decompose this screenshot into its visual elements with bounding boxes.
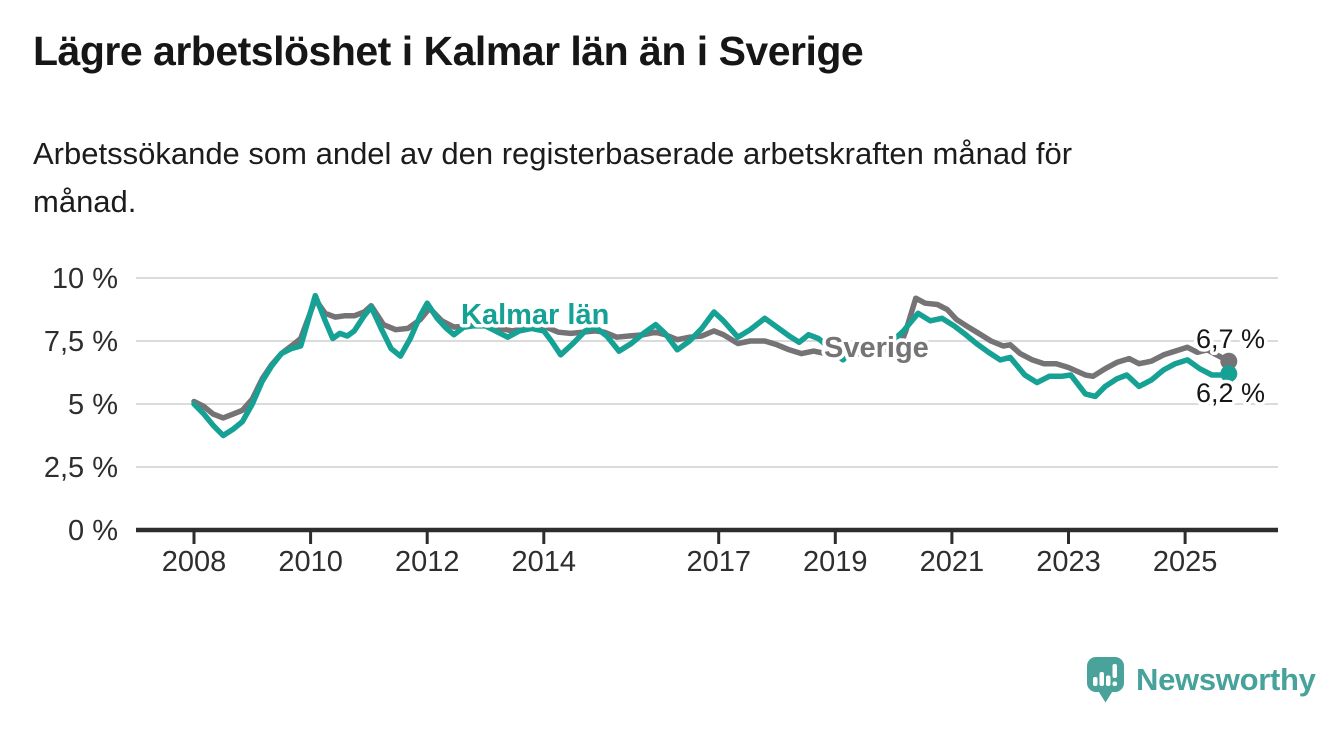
subtitle-line-2: månad. — [33, 184, 137, 219]
x-tick-label: 2019 — [803, 546, 868, 578]
series-end-dot-Sverige — [1220, 352, 1238, 370]
series-end-dot-Kalmar län — [1220, 365, 1238, 383]
x-tick-label: 2023 — [1036, 546, 1101, 578]
y-tick-label: 7,5 % — [44, 326, 118, 358]
series-end-value-Sverige: 6,7 % — [1196, 324, 1265, 354]
x-tick-label: 2017 — [686, 546, 751, 578]
page-title: Lägre arbetslöshet i Kalmar län än i Sve… — [33, 28, 864, 74]
brand-logo: Newsworthy — [1086, 656, 1316, 704]
y-tick-label: 10 % — [52, 263, 118, 295]
series-label-Kalmar län: Kalmar län — [461, 299, 609, 331]
subtitle-line-1: Arbetssökande som andel av den registerb… — [33, 136, 1073, 171]
x-tick-label: 2008 — [162, 546, 227, 578]
y-tick-label: 2,5 % — [44, 452, 118, 484]
x-tick-label: 2014 — [512, 546, 577, 578]
y-tick-label: 5 % — [68, 389, 118, 421]
x-tick-label: 2025 — [1153, 546, 1218, 578]
series-line-Kalmar län — [191, 292, 1232, 439]
y-tick-label: 0 % — [68, 515, 118, 547]
x-tick-label: 2012 — [395, 546, 460, 578]
newsworthy-logo-icon — [1087, 657, 1124, 703]
chart-subtitle: Arbetssökande som andel av den registerb… — [33, 130, 1072, 226]
series-line-Sverige — [191, 295, 1232, 421]
x-tick-label: 2021 — [920, 546, 985, 578]
brand-name: Newsworthy — [1136, 662, 1316, 697]
series-label-Sverige: Sverige — [824, 332, 929, 364]
x-tick-label: 2010 — [278, 546, 343, 578]
series-end-value-Kalmar län: 6,2 % — [1196, 378, 1265, 408]
